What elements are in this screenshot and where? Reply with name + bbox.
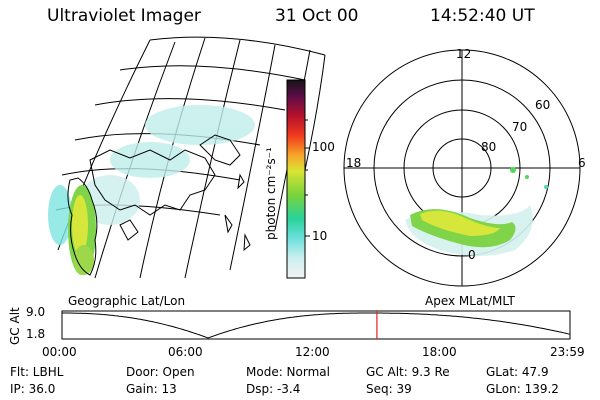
colorbar-unit-label: photon cm⁻²s⁻¹	[264, 147, 278, 240]
colorbar-tick-100: 100	[312, 140, 335, 154]
x-tick-0600: 06:00	[168, 345, 203, 359]
info-door: Door: Open	[126, 365, 195, 379]
altitude-ytick-top: 9.0	[26, 305, 46, 319]
polar-panel-label: Apex MLat/MLT	[425, 294, 515, 308]
info-glon: GLon: 139.2	[486, 382, 559, 396]
geo-map	[48, 36, 326, 279]
info-dsp: Dsp: -3.4	[246, 382, 301, 396]
app-title: Ultraviolet Imager	[47, 6, 201, 26]
mlt-label-6: 6	[578, 156, 586, 170]
polar-plot	[343, 49, 581, 287]
header-date: 31 Oct 00	[275, 6, 359, 26]
lat-label-70: 70	[512, 120, 528, 134]
info-ip: IP: 36.0	[10, 382, 56, 396]
lat-label-60: 60	[535, 98, 551, 112]
info-filter: Flt: LBHL	[10, 365, 64, 379]
x-tick-1200: 12:00	[295, 345, 330, 359]
x-tick-2359: 23:59	[550, 345, 585, 359]
mlt-label-12: 12	[456, 47, 472, 61]
mlt-label-0: 0	[468, 248, 476, 262]
colorbar	[286, 79, 310, 279]
geo-panel-label: Geographic Lat/Lon	[68, 294, 186, 308]
x-tick-0000: 00:00	[42, 345, 77, 359]
info-glat: GLat: 47.9	[486, 365, 549, 379]
info-seq: Seq: 39	[366, 382, 412, 396]
info-mode: Mode: Normal	[246, 365, 330, 379]
colorbar-tick-10: 10	[312, 229, 328, 243]
altitude-ylabel: GC Alt	[8, 307, 22, 345]
lat-label-80: 80	[481, 140, 497, 154]
mlt-label-18: 18	[346, 156, 362, 170]
altitude-plot	[61, 310, 571, 340]
altitude-ytick-bottom: 1.8	[26, 327, 46, 341]
info-gcalt: GC Alt: 9.3 Re	[366, 365, 450, 379]
header-time: 14:52:40 UT	[430, 6, 535, 26]
info-gain: Gain: 13	[126, 382, 177, 396]
x-tick-1800: 18:00	[422, 345, 457, 359]
